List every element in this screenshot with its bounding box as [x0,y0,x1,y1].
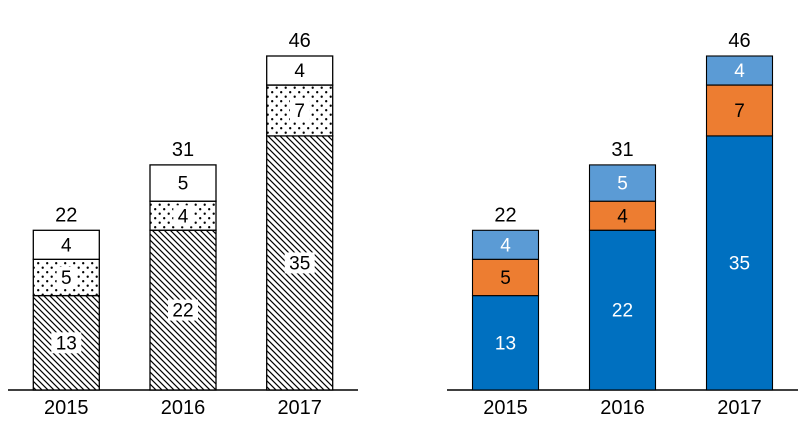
segment-value-label: 22 [172,301,193,322]
segment-value-label: 4 [178,206,189,227]
bar-segment-2017-top-segment [705,55,774,86]
segment-value-label: 7 [734,101,745,122]
segment-label-bg [51,332,82,354]
bar-segment-2016-top-segment [588,164,657,202]
segment-value-label: 4 [500,235,511,256]
bar-2016: 22 4 5 [149,164,217,391]
total-label: 31 [611,139,633,161]
bar-segment-2016-top-segment [149,164,217,202]
segment-value-label: 5 [178,174,189,195]
segment-value-label: 35 [729,253,750,274]
segment-label-bg [56,267,77,288]
segment-value-label: 5 [500,268,511,289]
category-label: 2016 [600,397,645,419]
segment-value-label: 35 [289,253,310,274]
bar-2016: 22 4 5 [588,164,657,391]
total-label: 46 [728,30,750,52]
pattern-stacked-bar-chart: 13 5 4 22 2015 22 4 5 31 2016 35 7 4 46 2017 [8,30,358,419]
category-label: 2017 [277,397,322,419]
segment-label-bg [289,100,310,121]
category-label: 2015 [44,397,89,419]
segment-value-label: 5 [617,174,628,195]
bar-segment-2017-bottom-segment [705,135,774,391]
segment-label-bg [284,252,315,274]
bar-2017: 35 7 4 [705,55,774,391]
total-label: 31 [172,139,194,161]
total-label: 46 [289,30,311,52]
segment-value-label: 13 [495,333,516,354]
total-label: 22 [494,204,516,226]
bar-segment-2017-top-segment [266,55,334,86]
bar-segment-2015-middle-segment [471,258,540,297]
bar-segment-2016-bottom-segment [588,229,657,391]
category-label: 2015 [483,397,528,419]
total-label: 22 [55,204,77,226]
segment-value-label: 4 [61,235,72,256]
segment-value-label: 5 [61,268,72,289]
bar-2015: 13 5 4 [32,229,100,391]
bar-segment-2015-bottom-segment [471,295,540,391]
bar-2017: 35 7 4 [266,55,334,391]
segment-value-label: 13 [56,333,77,354]
category-label: 2017 [717,397,762,419]
bar-2015: 13 5 4 [471,229,540,391]
segment-label-bg [168,299,198,321]
category-label: 2016 [161,397,206,419]
segment-value-label: 7 [294,101,305,122]
segment-label-bg [173,205,193,227]
bar-segment-2016-middle-segment [588,200,657,231]
color-stacked-bar-chart: 13 5 4 22 2015 22 4 5 31 2016 35 7 4 46 2017 [447,30,798,419]
segment-value-label: 4 [734,61,745,82]
bar-segment-2015-top-segment [471,229,540,260]
segment-value-label: 22 [612,301,633,322]
segment-value-label: 4 [294,61,305,82]
bar-segment-2017-middle-segment [705,84,774,137]
bar-segment-2015-top-segment [32,229,100,260]
segment-value-label: 4 [617,206,628,227]
